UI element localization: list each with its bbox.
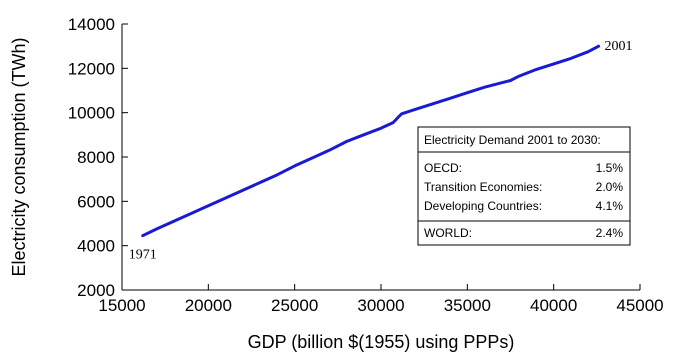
y-tick-label: 10000 [68,104,115,123]
inset-row-label-developing: Developing Countries: [424,199,542,213]
y-ticks: 2000 4000 6000 8000 10000 12000 14000 [68,15,128,300]
inset-row-label-oecd: OECD: [424,161,462,175]
y-tick-label: 6000 [77,192,115,211]
inset-row-label-transition: Transition Economies: [424,180,542,194]
inset-row-value-oecd: 1.5% [596,161,624,175]
x-tick-label: 45000 [616,296,663,315]
y-tick-label: 4000 [77,237,115,256]
inset-row-value-developing: 4.1% [596,199,624,213]
y-tick-label: 8000 [77,148,115,167]
y-axis-label: Electricity consumption (TWh) [9,37,29,276]
annotation-2001: 2001 [605,39,633,54]
inset-row-value-world: 2.4% [596,226,624,240]
inset-box: Electricity Demand 2001 to 2030: OECD: 1… [417,126,631,246]
y-tick-label: 2000 [77,281,115,300]
x-tick-label: 40000 [530,296,577,315]
x-tick-label: 25000 [271,296,318,315]
annotation-1971: 1971 [129,248,157,263]
x-tick-label: 35000 [444,296,491,315]
x-ticks: 15000 20000 25000 30000 35000 40000 45000 [98,284,664,315]
inset-box-border [417,126,631,246]
x-axis-label: GDP (billion $(1955) using PPPs) [248,332,515,352]
x-tick-label: 30000 [357,296,404,315]
inset-row-value-transition: 2.0% [596,180,624,194]
inset-row-label-world: WORLD: [424,226,472,240]
x-tick-label: 15000 [98,296,145,315]
y-tick-label: 14000 [68,15,115,34]
inset-title: Electricity Demand 2001 to 2030: [424,133,601,147]
y-tick-label: 12000 [68,59,115,78]
series-line-electricity [141,44,601,238]
x-tick-label: 20000 [185,296,232,315]
